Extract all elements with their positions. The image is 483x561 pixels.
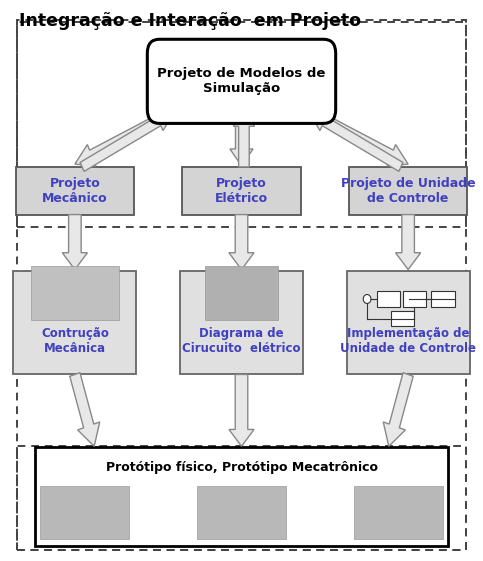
FancyBboxPatch shape (35, 448, 448, 545)
FancyBboxPatch shape (197, 485, 286, 539)
Circle shape (363, 295, 371, 304)
Text: Implementação de
Unidade de Controle: Implementação de Unidade de Controle (340, 327, 476, 355)
FancyBboxPatch shape (205, 266, 278, 320)
FancyBboxPatch shape (30, 266, 119, 320)
FancyBboxPatch shape (183, 167, 300, 214)
Polygon shape (80, 112, 174, 172)
FancyBboxPatch shape (349, 167, 467, 214)
Text: Projeto
Elétrico: Projeto Elétrico (215, 177, 268, 205)
Polygon shape (229, 375, 254, 447)
FancyBboxPatch shape (147, 39, 336, 123)
Text: Projeto de Modelos de
Simulação: Projeto de Modelos de Simulação (157, 67, 326, 95)
Text: Projeto
Mecânico: Projeto Mecânico (42, 177, 108, 205)
FancyBboxPatch shape (391, 311, 414, 326)
FancyBboxPatch shape (403, 291, 426, 307)
Polygon shape (233, 111, 255, 167)
Polygon shape (383, 373, 413, 447)
Text: Contrução
Mecânica: Contrução Mecânica (41, 327, 109, 355)
FancyBboxPatch shape (180, 270, 303, 375)
Polygon shape (396, 214, 421, 270)
Polygon shape (70, 373, 100, 447)
Polygon shape (230, 109, 253, 166)
FancyBboxPatch shape (40, 485, 129, 539)
FancyBboxPatch shape (14, 270, 137, 375)
Text: Protótipo físico, Protótipo Mecatrônico: Protótipo físico, Protótipo Mecatrônico (105, 461, 378, 475)
Polygon shape (309, 112, 403, 172)
Text: Integração e Interação  em Projeto: Integração e Interação em Projeto (19, 12, 361, 30)
FancyBboxPatch shape (377, 291, 400, 307)
FancyBboxPatch shape (347, 270, 470, 375)
Text: Diagrama de
Cirucuito  elétrico: Diagrama de Cirucuito elétrico (182, 327, 301, 355)
Polygon shape (62, 214, 87, 270)
FancyBboxPatch shape (431, 291, 455, 307)
FancyBboxPatch shape (354, 485, 443, 539)
FancyBboxPatch shape (15, 167, 134, 214)
Polygon shape (229, 214, 254, 270)
Polygon shape (75, 104, 181, 166)
Polygon shape (302, 104, 408, 166)
Text: Projeto de Unidade
de Controle: Projeto de Unidade de Controle (341, 177, 475, 205)
